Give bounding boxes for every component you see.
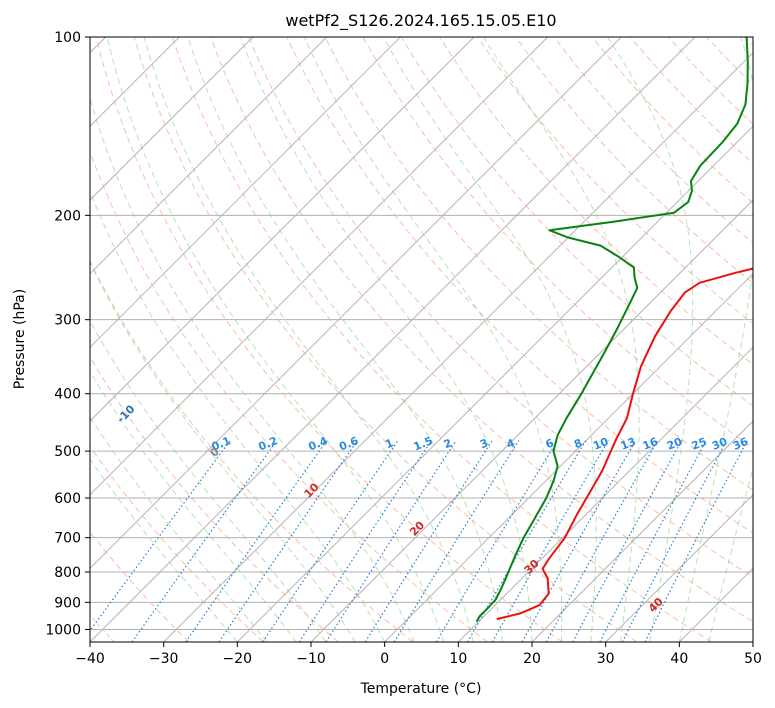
y-tick-label: 1000 bbox=[45, 622, 81, 638]
mixing-ratio-line bbox=[572, 440, 683, 642]
mixing-ratio-line bbox=[90, 440, 231, 632]
dry-adiabats bbox=[90, 37, 753, 642]
x-tick-label: −40 bbox=[75, 651, 105, 667]
mixing-ratio-label: 10 bbox=[591, 435, 610, 453]
temperature-profile-line bbox=[496, 267, 753, 620]
y-axis-ticks: 100 200 300 400 500 600 700 800 900 1000 bbox=[45, 30, 90, 638]
x-tick-label: −30 bbox=[149, 651, 179, 667]
mixing-ratio-line bbox=[521, 440, 637, 642]
mixing-ratio-line bbox=[185, 440, 328, 642]
moist-adiabat-line bbox=[90, 189, 386, 642]
mixing-ratio-line bbox=[325, 440, 457, 642]
moist-adiabat-line bbox=[708, 466, 753, 642]
mixing-ratio-label: 13 bbox=[619, 435, 638, 453]
x-tick-label: −20 bbox=[223, 651, 253, 667]
x-tick-label: 10 bbox=[449, 651, 467, 667]
y-tick-label: 900 bbox=[54, 595, 81, 611]
pressure-gridlines bbox=[90, 37, 753, 630]
dry-adiabat-line bbox=[90, 259, 414, 642]
moist-adiabat-line bbox=[106, 37, 445, 642]
y-tick-label: 200 bbox=[54, 208, 81, 224]
isotherm-line bbox=[384, 272, 753, 642]
dry-adiabat-line bbox=[95, 37, 563, 642]
moist-adiabat-line bbox=[607, 37, 694, 642]
isotherm-line bbox=[236, 125, 753, 642]
y-tick-label: 100 bbox=[54, 30, 81, 46]
dewpoint-profile-line bbox=[475, 37, 749, 623]
profile-series bbox=[475, 37, 753, 623]
mixing-ratio-line bbox=[262, 440, 399, 642]
moist-adiabat-line bbox=[239, 37, 533, 642]
y-tick-label: 500 bbox=[54, 444, 81, 460]
dry-adiabat-line bbox=[210, 37, 753, 623]
dry-adiabat-line bbox=[171, 37, 712, 642]
mixing-ratio-label: 16 bbox=[641, 435, 660, 453]
moist-adiabat-line bbox=[90, 96, 415, 642]
dry-adiabat-line bbox=[90, 356, 339, 642]
moist-adiabat-line bbox=[482, 37, 640, 642]
moist-adiabat-line bbox=[90, 370, 297, 642]
mixing-ratio-line bbox=[644, 440, 748, 642]
mixing-ratio-line bbox=[131, 440, 278, 642]
x-tick-label: 30 bbox=[597, 651, 615, 667]
isotherm-line bbox=[90, 37, 475, 422]
mixing-ratio-label: 1 bbox=[383, 436, 395, 451]
mixing-ratio-label: 25 bbox=[690, 435, 709, 453]
mixing-ratio-label: 3 bbox=[478, 436, 490, 451]
x-tick-label: 0 bbox=[380, 651, 389, 667]
x-axis-ticks: −40 −30 −20 −10 0 10 20 30 40 50 bbox=[75, 642, 762, 667]
isotherm-line bbox=[90, 37, 622, 570]
mixing-ratio-label: 2 bbox=[442, 436, 454, 451]
moist-adiabat-line bbox=[90, 416, 268, 642]
dry-adiabat-line bbox=[248, 37, 753, 578]
mixing-ratio-line bbox=[466, 440, 587, 642]
chart-title: wetPf2_S126.2024.165.15.05.E10 bbox=[285, 11, 556, 31]
mixing-ratio-line bbox=[298, 440, 432, 642]
mixing-ratio-line bbox=[364, 440, 493, 642]
y-axis-label: Pressure (hPa) bbox=[12, 289, 28, 389]
dry-adiabat-line bbox=[286, 37, 753, 534]
y-tick-label: 300 bbox=[54, 313, 81, 329]
moist-adiabat-line bbox=[383, 37, 597, 642]
x-tick-label: 40 bbox=[670, 651, 688, 667]
x-tick-label: −10 bbox=[296, 651, 326, 667]
plot-frame bbox=[89, 36, 754, 643]
mixing-ratio-label: 30 bbox=[710, 435, 729, 453]
dry-adiabat-line bbox=[133, 37, 638, 642]
mixing-ratio-label: 20 bbox=[665, 435, 684, 453]
x-axis-label: Temperature (°C) bbox=[360, 681, 482, 697]
x-tick-label: 50 bbox=[744, 651, 762, 667]
dry-adiabat-line bbox=[90, 445, 264, 642]
mixing-ratio-label: 36 bbox=[731, 435, 750, 453]
mixing-ratio-line bbox=[435, 440, 558, 642]
mixing-ratio-label: 8 bbox=[572, 436, 584, 451]
isotherm-line bbox=[531, 420, 753, 642]
moist-adiabat-line bbox=[90, 458, 238, 642]
y-tick-label: 800 bbox=[54, 565, 81, 581]
isotherm-line bbox=[90, 37, 696, 642]
isotherm-line bbox=[90, 37, 328, 275]
mixing-ratio-line bbox=[545, 440, 659, 642]
x-tick-label: 20 bbox=[523, 651, 541, 667]
dry-adiabat-line bbox=[515, 37, 753, 284]
y-tick-label: 400 bbox=[54, 387, 81, 403]
isotherm-line bbox=[90, 37, 254, 201]
y-tick-label: 700 bbox=[54, 531, 81, 547]
plot-area: 0.10.20.40.611.52346810131620253036-100-… bbox=[90, 37, 753, 642]
isotherm-line bbox=[163, 51, 753, 642]
isotherm-line bbox=[605, 493, 753, 642]
moist-adiabat-line bbox=[678, 37, 753, 642]
moist-adiabat-line bbox=[143, 37, 474, 642]
moist-adiabat-line bbox=[90, 260, 356, 642]
moist-adiabat-line bbox=[90, 319, 327, 642]
isotherm-line bbox=[90, 37, 549, 496]
mixing-ratio-line bbox=[393, 440, 520, 642]
y-tick-label: 600 bbox=[54, 491, 81, 507]
isotherm-line bbox=[90, 37, 401, 349]
